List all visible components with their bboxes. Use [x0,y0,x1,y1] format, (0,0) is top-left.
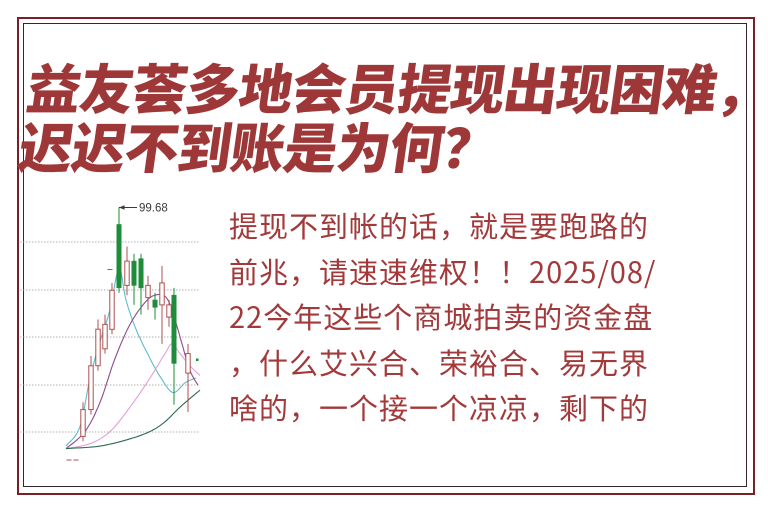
svg-text:99.68: 99.68 [139,203,168,215]
